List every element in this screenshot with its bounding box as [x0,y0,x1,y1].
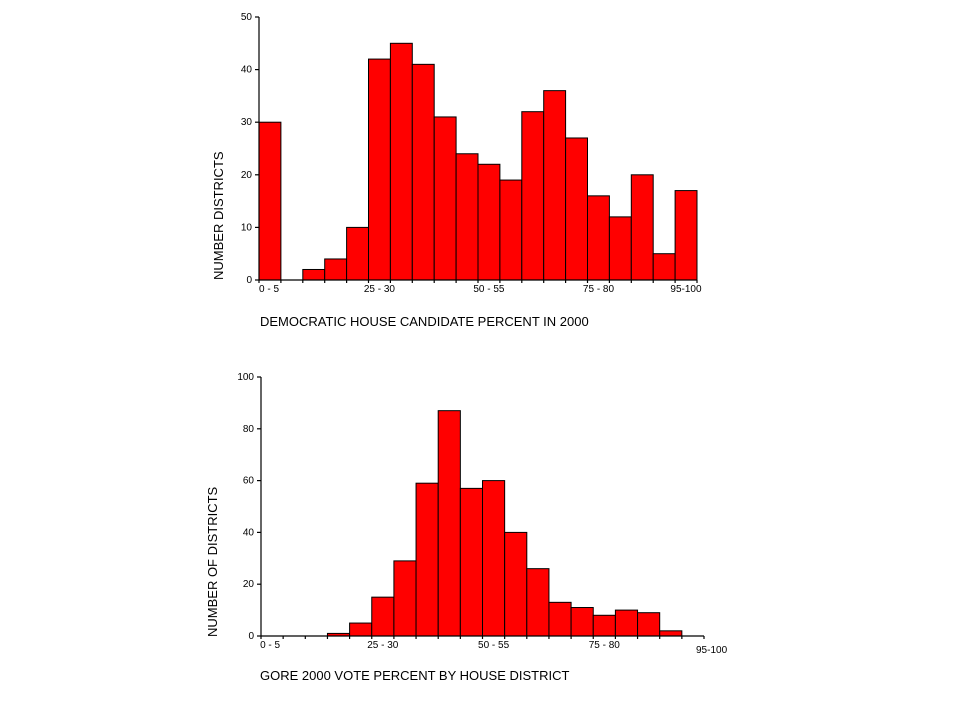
bar-85-90 [630,174,654,281]
bar-25-30 [371,596,395,637]
bar-80-85 [614,609,639,637]
x-tick-label: 25 - 30 [364,284,396,295]
y-tick-label: 10 [241,222,253,233]
bar-45-50 [455,153,479,281]
y-tick-label: 0 [246,275,252,286]
x-tick-label: 25 - 30 [367,640,399,651]
y-tick-label: 20 [243,579,255,590]
bar-85-90 [637,612,661,637]
bar-10-15 [302,268,326,281]
bar-65-70 [548,601,572,637]
x-tick-label: 95-100 [670,284,702,295]
bar-90-95 [652,253,676,281]
bar-25-30 [368,58,391,281]
bar-35-40 [415,482,439,637]
x-tick-label: 0 - 5 [259,284,279,295]
bar-40-45 [437,410,461,637]
chart-gore-vote: GORE 2000 VOTE PERCENT BY HOUSE DISTRICT… [205,372,728,683]
y-tick-label: 100 [237,372,254,383]
x-tick-label: 50 - 55 [478,640,510,651]
y-axis-label: NUMBER DISTRICTS [211,151,226,280]
x-axis-label: DEMOCRATIC HOUSE CANDIDATE PERCENT IN 20… [260,314,589,329]
chart-democratic-house: DEMOCRATIC HOUSE CANDIDATE PERCENT IN 20… [211,12,702,329]
bar-70-75 [565,137,588,281]
y-tick-label: 80 [243,424,255,435]
x-tick-label: 95-100 [696,645,728,656]
bar-75-80 [592,614,616,637]
bar-90-95 [659,630,683,637]
bar-45-50 [459,487,484,637]
bar-60-65 [526,568,550,637]
bar-70-75 [570,607,594,637]
bar-30-35 [389,42,413,281]
bar-95-100 [674,190,698,281]
bar-80-85 [608,216,632,281]
x-tick-label: 75 - 80 [589,640,621,651]
bar-0-5 [258,121,282,281]
bar-55-60 [499,179,523,281]
bar-30-35 [393,560,417,637]
bar-20-25 [349,622,373,637]
x-tick-label: 50 - 55 [473,284,505,295]
bar-40-45 [433,116,457,281]
y-tick-label: 30 [241,117,253,128]
bar-65-70 [543,90,567,281]
bar-50-55 [482,480,506,637]
x-tick-label: 75 - 80 [583,284,615,295]
bar-15-20 [324,258,348,281]
y-tick-label: 40 [241,65,253,76]
y-tick-label: 0 [248,631,254,642]
bar-35-40 [411,63,435,281]
x-tick-label: 0 - 5 [260,640,280,651]
bar-55-60 [504,531,528,637]
y-tick-label: 60 [243,476,255,487]
y-tick-label: 40 [243,527,255,538]
bar-50-55 [477,163,501,281]
y-tick-label: 50 [241,12,253,23]
y-tick-label: 20 [241,170,253,181]
y-axis-label: NUMBER OF DISTRICTS [205,486,220,637]
bar-75-80 [587,195,610,281]
bar-60-65 [521,111,545,281]
bar-20-25 [346,226,370,281]
x-axis-label: GORE 2000 VOTE PERCENT BY HOUSE DISTRICT [260,668,569,683]
